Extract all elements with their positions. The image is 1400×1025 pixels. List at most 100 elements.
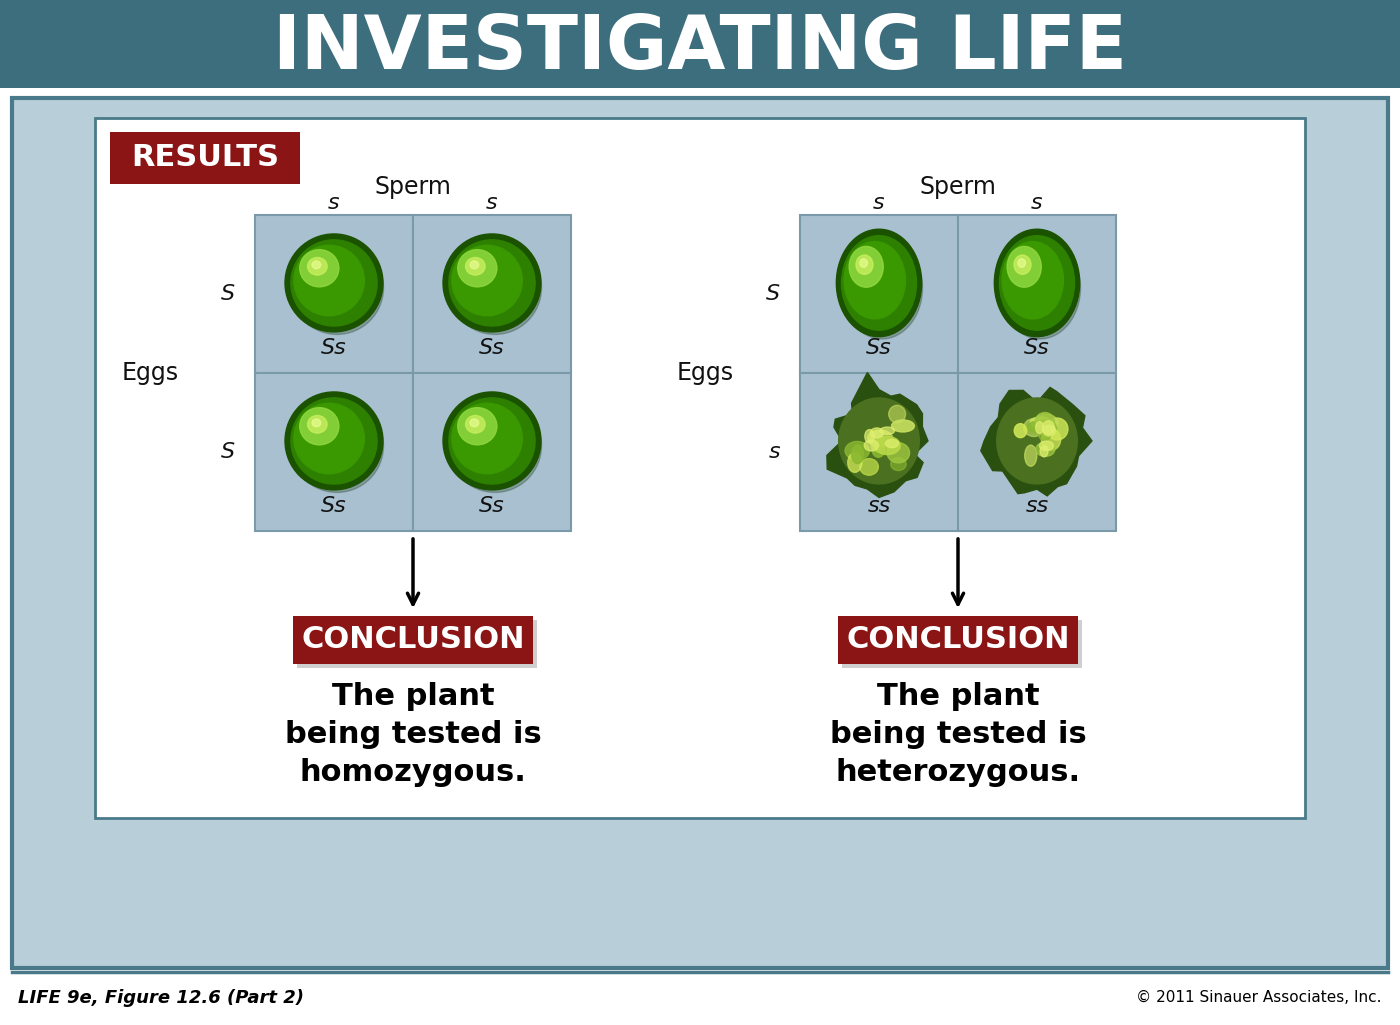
- Ellipse shape: [291, 398, 377, 484]
- Ellipse shape: [885, 440, 899, 448]
- Ellipse shape: [300, 250, 339, 287]
- Ellipse shape: [452, 403, 522, 474]
- Ellipse shape: [864, 440, 879, 451]
- Ellipse shape: [308, 415, 328, 434]
- Text: INVESTIGATING LIFE: INVESTIGATING LIFE: [273, 11, 1127, 84]
- FancyBboxPatch shape: [293, 616, 533, 664]
- FancyBboxPatch shape: [95, 118, 1305, 818]
- Ellipse shape: [1043, 425, 1056, 436]
- Ellipse shape: [1030, 417, 1051, 427]
- Ellipse shape: [850, 246, 883, 287]
- FancyBboxPatch shape: [0, 0, 1400, 88]
- FancyBboxPatch shape: [799, 215, 958, 373]
- Ellipse shape: [890, 457, 906, 470]
- Ellipse shape: [308, 257, 328, 275]
- Text: Eggs: Eggs: [122, 361, 179, 385]
- Text: © 2011 Sinauer Associates, Inc.: © 2011 Sinauer Associates, Inc.: [1137, 990, 1382, 1006]
- Ellipse shape: [846, 442, 869, 460]
- Ellipse shape: [1036, 420, 1057, 437]
- FancyBboxPatch shape: [13, 98, 1387, 968]
- Ellipse shape: [1002, 242, 1064, 319]
- Ellipse shape: [470, 261, 479, 269]
- Ellipse shape: [871, 430, 883, 452]
- Text: The plant
being tested is
heterozygous.: The plant being tested is heterozygous.: [830, 682, 1086, 787]
- FancyBboxPatch shape: [958, 215, 1116, 373]
- Ellipse shape: [832, 391, 927, 492]
- Ellipse shape: [1014, 423, 1026, 438]
- Ellipse shape: [1018, 258, 1025, 268]
- Ellipse shape: [994, 230, 1079, 336]
- Ellipse shape: [836, 230, 921, 336]
- Text: s: s: [328, 193, 340, 213]
- Ellipse shape: [442, 234, 540, 332]
- Ellipse shape: [868, 430, 893, 446]
- Text: CONCLUSION: CONCLUSION: [301, 625, 525, 655]
- Ellipse shape: [1047, 418, 1068, 440]
- FancyBboxPatch shape: [413, 373, 571, 531]
- FancyBboxPatch shape: [958, 373, 1116, 531]
- Text: S: S: [221, 442, 235, 462]
- Ellipse shape: [851, 445, 864, 463]
- Ellipse shape: [865, 429, 875, 443]
- Ellipse shape: [449, 240, 535, 326]
- Ellipse shape: [1028, 421, 1043, 433]
- Ellipse shape: [286, 392, 384, 490]
- Ellipse shape: [892, 420, 914, 432]
- Ellipse shape: [1036, 421, 1043, 434]
- Text: ss: ss: [868, 496, 890, 516]
- FancyBboxPatch shape: [255, 373, 413, 531]
- Ellipse shape: [997, 398, 1077, 484]
- Ellipse shape: [1036, 442, 1054, 456]
- Ellipse shape: [1039, 441, 1054, 451]
- Ellipse shape: [1043, 420, 1054, 435]
- Ellipse shape: [470, 419, 479, 426]
- Ellipse shape: [881, 427, 895, 435]
- Text: Sperm: Sperm: [920, 175, 997, 199]
- Ellipse shape: [449, 398, 535, 484]
- FancyBboxPatch shape: [297, 620, 538, 668]
- Text: ss: ss: [1025, 496, 1049, 516]
- Polygon shape: [981, 387, 1092, 496]
- Ellipse shape: [442, 392, 540, 490]
- Ellipse shape: [1014, 255, 1030, 275]
- Ellipse shape: [466, 415, 486, 434]
- Ellipse shape: [871, 427, 883, 438]
- Ellipse shape: [294, 403, 364, 474]
- Ellipse shape: [860, 458, 878, 476]
- Text: s: s: [486, 193, 498, 213]
- Text: S: S: [221, 284, 235, 304]
- FancyBboxPatch shape: [841, 620, 1082, 668]
- Ellipse shape: [290, 242, 384, 334]
- Text: RESULTS: RESULTS: [132, 144, 279, 172]
- Ellipse shape: [312, 261, 321, 269]
- Ellipse shape: [1033, 414, 1058, 432]
- Ellipse shape: [1039, 425, 1051, 441]
- Ellipse shape: [300, 408, 339, 445]
- Ellipse shape: [466, 257, 486, 275]
- Text: Ss: Ss: [321, 496, 347, 516]
- Ellipse shape: [458, 250, 497, 287]
- Ellipse shape: [990, 391, 1085, 492]
- Ellipse shape: [1025, 445, 1037, 466]
- Ellipse shape: [875, 437, 900, 455]
- FancyBboxPatch shape: [111, 132, 300, 184]
- Ellipse shape: [1042, 428, 1061, 450]
- Polygon shape: [827, 372, 928, 497]
- Ellipse shape: [841, 236, 917, 330]
- Text: Eggs: Eggs: [676, 361, 734, 385]
- Text: Sperm: Sperm: [375, 175, 451, 199]
- Ellipse shape: [1035, 412, 1054, 430]
- Ellipse shape: [294, 245, 364, 316]
- Text: Ss: Ss: [867, 337, 892, 358]
- Ellipse shape: [452, 245, 522, 316]
- Text: Ss: Ss: [321, 337, 347, 358]
- Ellipse shape: [286, 234, 384, 332]
- Text: s: s: [769, 442, 780, 462]
- Ellipse shape: [1040, 446, 1049, 457]
- FancyBboxPatch shape: [839, 616, 1078, 664]
- Ellipse shape: [855, 255, 874, 275]
- Text: Ss: Ss: [479, 496, 505, 516]
- FancyBboxPatch shape: [413, 215, 571, 373]
- Ellipse shape: [841, 237, 923, 339]
- Ellipse shape: [1000, 236, 1075, 330]
